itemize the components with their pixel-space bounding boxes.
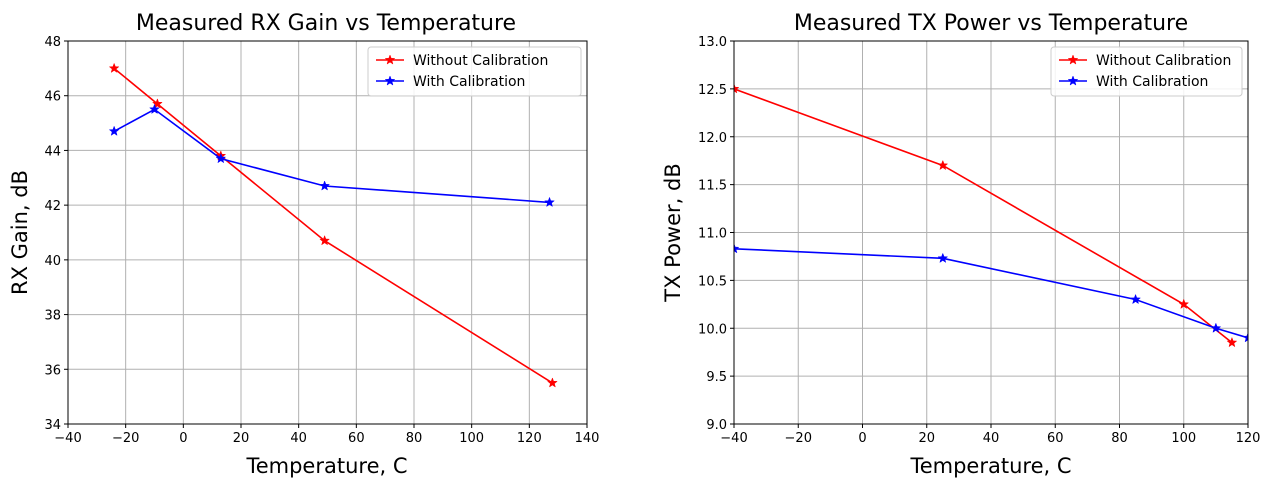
data-point [1242, 332, 1248, 343]
series-with-calibration [108, 103, 555, 208]
y-tick-label: 46 [44, 90, 61, 105]
y-axis-label: RX Gain, dB [8, 170, 32, 295]
chart-title: Measured RX Gain vs Temperature [136, 11, 516, 36]
legend-box [1050, 46, 1243, 97]
y-tick-label: 9.5 [706, 370, 727, 385]
x-tick-label: 140 [575, 431, 600, 446]
legend: Without Calibration With Calibration [1050, 46, 1243, 97]
legend-marker [384, 75, 396, 86]
x-tick-label: 60 [1047, 431, 1064, 446]
series-with-calibration [734, 243, 1248, 343]
data-point [319, 234, 331, 246]
y-tick-label: 12.5 [698, 83, 727, 98]
grid [733, 40, 1249, 425]
series-without-calibration [734, 83, 1238, 348]
data-point [734, 243, 740, 254]
series-layer [734, 83, 1248, 348]
legend-label: Without Calibration [1096, 53, 1231, 69]
legend-marker [1067, 54, 1079, 65]
data-point [319, 180, 331, 191]
y-tick-label: 38 [44, 309, 61, 324]
x-axis-label: Temperature, C [909, 454, 1071, 478]
series-without-calibration [108, 62, 558, 388]
data-point [108, 62, 120, 73]
y-tick-label: 48 [44, 35, 61, 50]
data-point [546, 377, 558, 388]
series-layer [108, 62, 558, 388]
x-tick-label: 120 [1236, 431, 1261, 446]
chart-tx-power: Measured TX Power vs Temperature −40 −20 0… [661, 11, 1260, 478]
x-tick-label: −20 [112, 431, 139, 446]
x-tick-label: 120 [517, 431, 542, 446]
y-tick-label: 40 [44, 254, 61, 269]
data-point [544, 196, 555, 208]
data-point [1178, 298, 1190, 309]
x-tick-label: 0 [179, 431, 187, 446]
x-tick-label: 40 [983, 431, 1000, 446]
series-line [113, 108, 550, 204]
legend-label: With Calibration [413, 74, 525, 90]
y-tick-label: 11.5 [698, 179, 727, 194]
y-tick-label: 9.0 [706, 418, 727, 433]
tick-layer: −40 −20 0 20 40 60 80 100 120 140 34 36 38 40 42 44 46 48 [44, 35, 599, 446]
x-tick-label: 40 [290, 431, 307, 446]
y-tick-label: 36 [44, 363, 61, 378]
y-tick-label: 10.5 [698, 274, 727, 289]
x-tick-label: 80 [1111, 431, 1128, 446]
data-point [215, 152, 227, 164]
grid [67, 40, 588, 425]
legend-box [367, 46, 582, 97]
y-tick-label: 12.0 [698, 131, 727, 146]
x-tick-label: 100 [459, 431, 484, 446]
x-tick-label: −40 [720, 431, 747, 446]
y-tick-label: 11.0 [698, 227, 727, 242]
data-point [151, 98, 163, 109]
data-point [108, 125, 120, 136]
y-tick-label: 13.0 [698, 35, 727, 50]
data-point [937, 159, 949, 171]
y-tick-label: 44 [44, 144, 61, 159]
legend-label: Without Calibration [413, 53, 548, 69]
series-line [734, 88, 1233, 344]
y-tick-label: 10.0 [698, 322, 727, 337]
data-point [149, 103, 160, 115]
data-point [937, 252, 949, 263]
x-tick-label: −20 [785, 431, 812, 446]
chart-title: Measured TX Power vs Temperature [794, 11, 1188, 36]
legend: Without Calibration With Calibration [367, 46, 582, 97]
x-tick-label: −40 [54, 431, 81, 446]
x-tick-label: 60 [348, 431, 365, 446]
legend-label: With Calibration [1096, 74, 1208, 90]
x-tick-label: 0 [858, 431, 866, 446]
tick-layer: −40 −20 0 20 40 60 80 100 120 9.0 9.5 10.0 10.5 11.0 1… [698, 35, 1260, 446]
x-tick-label: 80 [406, 431, 423, 446]
series-line [113, 67, 553, 384]
data-point [1130, 293, 1142, 305]
data-point [734, 83, 740, 94]
x-tick-label: 20 [233, 431, 250, 446]
y-tick-label: 34 [44, 418, 61, 433]
x-tick-label: 100 [1171, 431, 1196, 446]
chart-rx-gain: Measured RX Gain vs Temperature −40 −20 0 2… [8, 11, 599, 478]
data-point [1210, 322, 1222, 333]
data-point [1226, 336, 1238, 348]
x-tick-label: 20 [918, 431, 935, 446]
x-axis-label: Temperature, C [245, 454, 407, 478]
y-tick-label: 42 [44, 199, 61, 214]
legend-marker [384, 54, 396, 65]
y-axis-label: TX Power, dB [661, 163, 685, 302]
plot-frame [67, 40, 588, 425]
legend-marker [1067, 75, 1079, 86]
